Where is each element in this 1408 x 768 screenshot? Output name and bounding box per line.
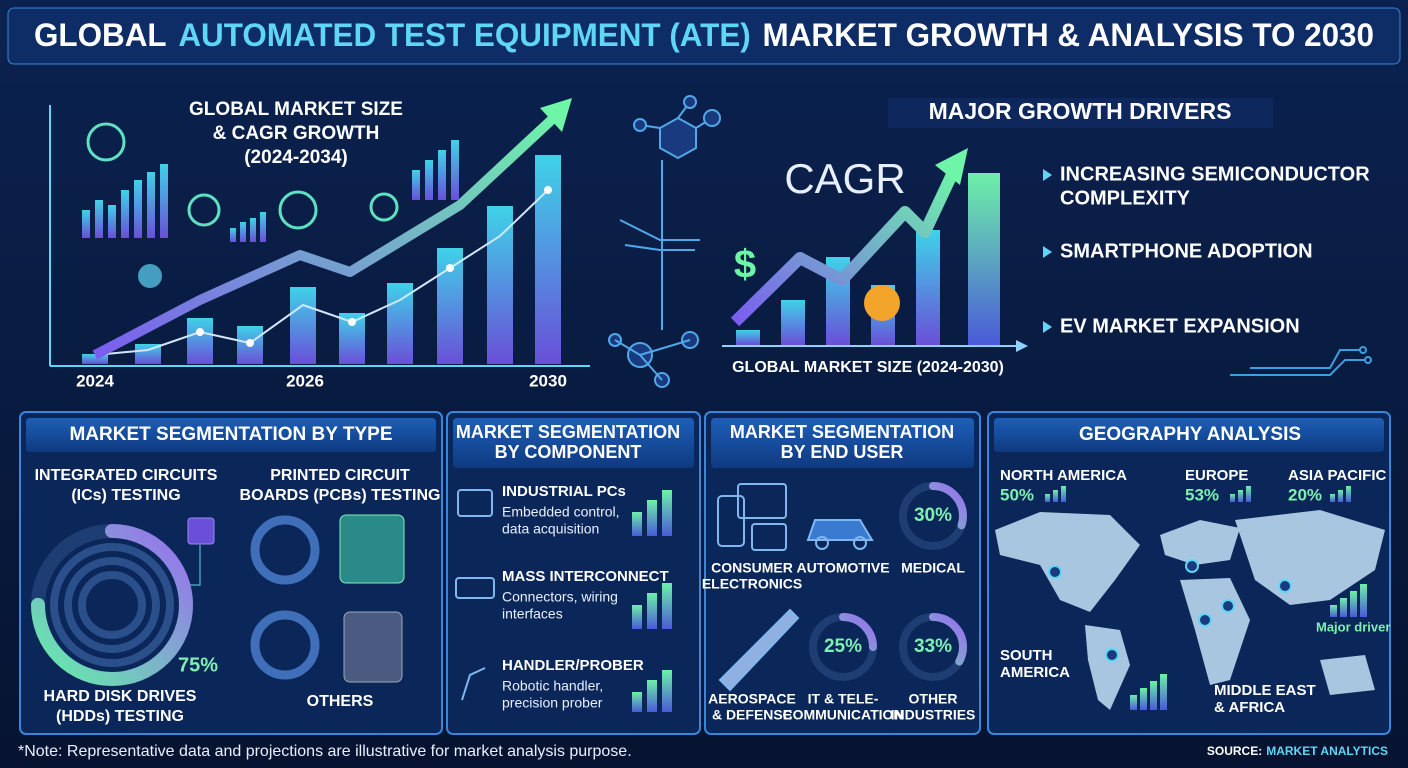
end-user-name: AUTOMOTIVE: [796, 560, 889, 576]
source: SOURCE: MARKET ANALYTICS: [1207, 744, 1388, 758]
segment-label: OTHERS: [307, 693, 374, 710]
title-part: MARKET GROWTH & ANALYSIS TO 2030: [763, 17, 1374, 53]
map-pins: [1048, 559, 1292, 662]
ring-deco: [250, 515, 320, 585]
panel-title: MARKET SEGMENTATION BY TYPE: [69, 424, 392, 445]
end-user-name: & DEFENSE: [712, 707, 792, 723]
bullet: [1043, 321, 1052, 333]
component-icons: [455, 489, 672, 712]
geo-bars: [1045, 486, 1367, 710]
segment-label: PRINTED CIRCUIT: [270, 467, 410, 484]
segment-label: (HDDs) TESTING: [56, 708, 184, 725]
end-user-name: CONSUMER: [711, 560, 793, 576]
component-desc: Robotic handler,: [502, 678, 603, 694]
x-label: 2024: [76, 371, 114, 390]
chart-label: CAGR: [784, 155, 905, 202]
ring-arc: [31, 524, 193, 686]
region-share: 20%: [1288, 485, 1322, 504]
end-user-name: COMMUNICATION: [782, 707, 903, 723]
component-name: INDUSTRIAL PCs: [502, 483, 626, 500]
source-part: MARKET ANALYTICS: [1266, 744, 1388, 758]
circuit-lines: [1230, 346, 1372, 376]
chart-title: & CAGR GROWTH: [213, 123, 380, 144]
ring-arc: [899, 613, 967, 681]
region-share: 53%: [1185, 485, 1219, 504]
axis-label: GLOBAL MARKET SIZE (2024-2030): [732, 359, 1004, 376]
end-user-name: IT & TELE-: [808, 691, 879, 707]
end-user-icons: [717, 483, 874, 692]
cagr-illustration: $: [722, 98, 1372, 376]
region-share: 50%: [1000, 485, 1034, 504]
share-label: 33%: [914, 636, 952, 657]
driver: EV MARKET EXPANSION: [1060, 315, 1300, 337]
component-desc: Connectors, wiring: [502, 589, 618, 605]
ring-deco: [250, 610, 320, 680]
segment-label: HARD DISK DRIVES: [44, 688, 197, 705]
x-label: 2026: [286, 371, 324, 390]
component-desc: precision prober: [502, 695, 603, 711]
section-title: MAJOR GROWTH DRIVERS: [929, 98, 1232, 124]
bullet: [1043, 246, 1052, 258]
title-bar: [7, 7, 1401, 65]
bullet: [1043, 169, 1052, 181]
footer-note: *Note: Representative data and projectio…: [18, 743, 632, 760]
component-name: MASS INTERCONNECT: [502, 568, 669, 585]
region-name: MIDDLE EAST: [1214, 682, 1316, 699]
end-user-name: AEROSPACE: [708, 691, 796, 707]
panel-title: BY END USER: [781, 442, 904, 462]
chart-title: (2024-2034): [244, 147, 348, 168]
title-part: AUTOMATED TEST EQUIPMENT (ATE): [178, 17, 750, 53]
map-note: Major driver: [1316, 619, 1390, 634]
share-label: 75%: [178, 654, 218, 676]
ring-arc: [809, 613, 877, 681]
title-part: GLOBAL: [34, 17, 167, 53]
panel-headers: [26, 418, 1384, 468]
component-desc: interfaces: [502, 606, 563, 622]
component-desc: data acquisition: [502, 521, 599, 537]
segment-label: (ICs) TESTING: [71, 487, 180, 504]
segment-label: INTEGRATED CIRCUITS: [35, 467, 218, 484]
market-illustration: [49, 98, 590, 367]
driver: INCREASING SEMICONDUCTOR: [1060, 163, 1370, 185]
share-label: 30%: [914, 505, 952, 526]
chart-title: GLOBAL MARKET SIZE: [189, 99, 403, 120]
panel-title: MARKET SEGMENTATION: [730, 422, 954, 442]
molecule-decoration: [608, 95, 721, 388]
region-name: EUROPE: [1185, 467, 1248, 484]
dollar-icon: $: [734, 243, 756, 287]
component-name: HANDLER/PROBER: [502, 657, 644, 674]
region-name: AMERICA: [1000, 664, 1070, 681]
end-user-name: ELECTRONICS: [702, 576, 802, 592]
region-name: & AFRICA: [1214, 699, 1285, 716]
end-user-name: INDUSTRIES: [891, 707, 976, 723]
type-decoration: [50, 514, 405, 683]
ring-arc: [899, 482, 967, 550]
panel-title: BY COMPONENT: [495, 442, 642, 462]
world-map: [995, 510, 1385, 710]
driver: COMPLEXITY: [1060, 187, 1191, 209]
region-name: ASIA PACIFIC: [1288, 467, 1387, 484]
panel-title: GEOGRAPHY ANALYSIS: [1079, 424, 1301, 445]
end-user-name: OTHER: [909, 691, 958, 707]
panel-title: MARKET SEGMENTATION: [456, 422, 680, 442]
x-label: 2030: [529, 371, 567, 390]
region-name: SOUTH: [1000, 647, 1053, 664]
component-desc: Embedded control,: [502, 504, 620, 520]
page-title: GLOBAL AUTOMATED TEST EQUIPMENT (ATE) MARK…: [34, 17, 1374, 53]
segment-label: BOARDS (PCBs) TESTING: [240, 487, 441, 504]
end-user-name: MEDICAL: [901, 560, 965, 576]
region-name: NORTH AMERICA: [1000, 467, 1127, 484]
source-part: SOURCE:: [1207, 744, 1262, 758]
share-label: 25%: [824, 636, 862, 657]
panels: [19, 411, 1391, 735]
driver: SMARTPHONE ADOPTION: [1060, 240, 1313, 262]
